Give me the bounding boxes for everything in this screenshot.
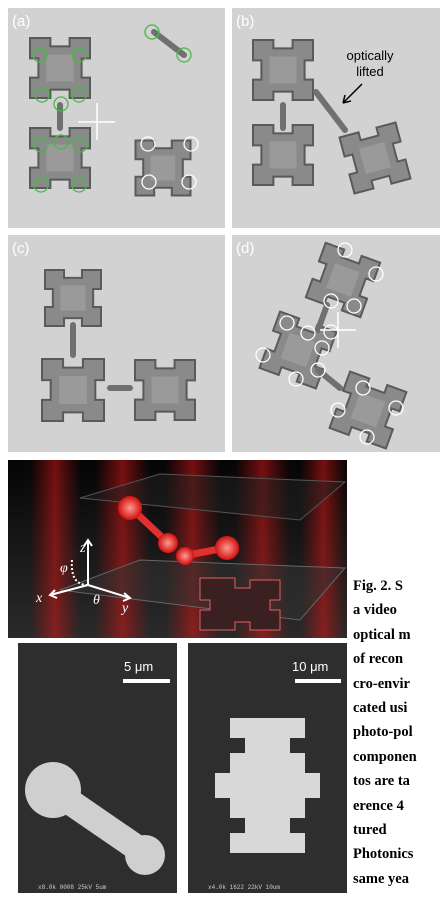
caption-line: photo-pol (353, 720, 446, 744)
particle-core (270, 57, 297, 84)
caption-line: same yea (353, 867, 446, 891)
sem-footer: x4.0k 1622 22kV 10um (208, 884, 280, 891)
page: (a) (b) (c) (d) opticallylifted z φ x θ y (0, 0, 446, 897)
caption-line: optical m (353, 623, 446, 647)
panel-label: (a) (12, 13, 30, 30)
caption-line: tos are ta (353, 769, 446, 793)
panel-label: (b) (236, 13, 254, 30)
panel-label: (d) (236, 240, 254, 257)
panel-label: (c) (12, 240, 30, 257)
caption-line: cro-envir (353, 672, 446, 696)
caption-line: Photonics (353, 842, 446, 866)
axis-phi: φ (60, 561, 68, 576)
scale-label: 10 μm (292, 659, 328, 674)
caption-line: of recon (353, 647, 446, 671)
annotation: lifted (356, 64, 383, 79)
caption-line: a video (353, 598, 446, 622)
caption-line: componen (353, 745, 446, 769)
axis-x: x (35, 591, 43, 606)
annotation: optically (347, 48, 394, 63)
particle-core (60, 285, 85, 310)
caption-line: Fig. 2. S (353, 574, 446, 598)
axis-theta: θ (93, 593, 100, 608)
scale-label: 5 μm (124, 659, 153, 674)
caption-line: erence 4 (353, 794, 446, 818)
caption-line: cated usi (353, 696, 446, 720)
caption-line: tured (353, 818, 446, 842)
particle-core (47, 55, 74, 82)
axis-y: y (120, 601, 129, 616)
particle-core (270, 142, 297, 169)
particle-core (59, 376, 87, 404)
axis-z: z (79, 541, 86, 556)
particle-core (152, 377, 179, 404)
sem-footer: x8.0k 0008 25kV 5um (38, 884, 107, 891)
